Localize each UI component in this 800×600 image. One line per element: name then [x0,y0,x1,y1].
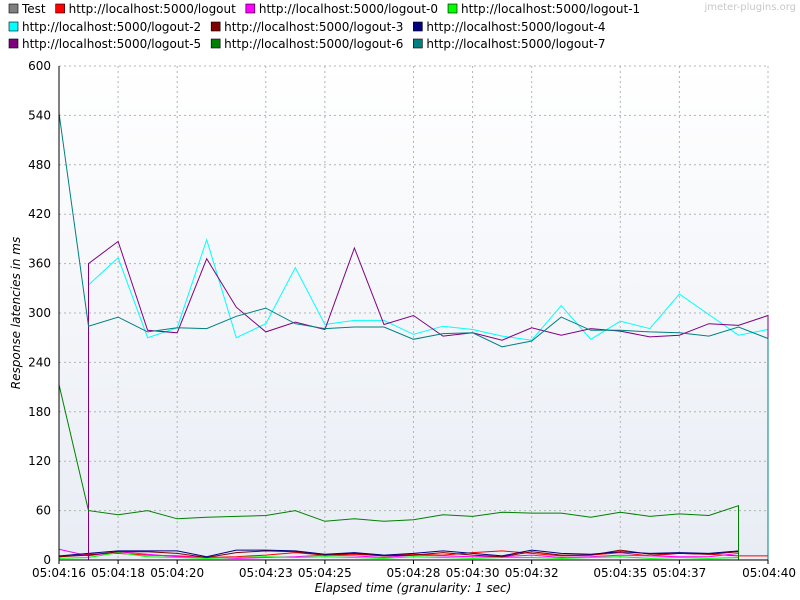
legend-swatch [413,21,423,32]
series-line-6 [58,549,739,560]
series-lines [58,112,769,560]
series-line-9 [58,112,769,560]
y-tick-label: 600 [28,59,51,73]
legend-label: http://localhost:5000/logout-4 [426,20,605,34]
axes: 0 60 120 180 240 300 360 420 480 540 600 05:04:16 05… [28,59,796,580]
legend-swatch [8,3,19,14]
x-tick-label: 05:04:25 [298,566,352,580]
x-tick-label: 05:04:23 [239,566,293,580]
legend-swatch [447,3,458,14]
legend-swatch [8,21,19,32]
x-tick-label: 05:04:20 [150,566,204,580]
y-axis-title: Response latencies in ms [9,237,23,389]
series-line-8 [58,384,739,560]
x-tick-label: 05:04:37 [652,566,706,580]
legend-label: Test [21,2,46,16]
y-tick-label: 240 [28,355,51,369]
legend-label: http://localhost:5000/logout [69,2,236,16]
legend-label: http://localhost:5000/logout-7 [426,37,605,51]
legend-swatch [55,3,65,14]
legend-label: http://localhost:5000/logout-0 [259,2,438,16]
x-tick-label: 05:04:40 [742,566,796,580]
y-tick-label: 0 [43,553,51,567]
x-tick-label: 05:04:30 [446,566,500,580]
legend-label: http://localhost:5000/logout-1 [461,2,640,16]
y-tick-label: 60 [36,504,51,518]
legend-swatch [413,38,423,49]
y-tick-label: 540 [28,108,51,122]
y-tick-label: 360 [28,257,51,271]
x-axis-title: Elapsed time (granularity: 1 sec) [315,581,512,595]
legend-label: http://localhost:5000/logout-2 [22,20,201,34]
x-tick-label: 05:04:28 [387,566,441,580]
x-tick-label: 05:04:32 [505,566,559,580]
watermark: jmeter-plugins.org [703,2,796,13]
y-tick-label: 300 [28,306,51,320]
legend-swatch [210,38,221,49]
legend: Test http://localhost:5000/logout http://l… [8,2,640,51]
y-tick-label: 420 [28,207,51,221]
legend-swatch [245,3,256,14]
legend-swatch [8,38,19,49]
legend-label: http://localhost:5000/logout-5 [22,37,201,51]
series-line-3 [58,552,739,560]
legend-label: http://localhost:5000/logout-3 [224,20,403,34]
series-line-2 [58,548,739,560]
legend-label: http://localhost:5000/logout-6 [224,37,403,51]
x-tick-label: 05:04:18 [91,566,145,580]
series-line-7 [88,240,769,560]
x-tick-label: 05:04:16 [32,566,86,580]
x-tick-label: 05:04:35 [593,566,647,580]
legend-swatch [210,21,221,32]
series-line-4 [88,238,769,560]
y-tick-label: 480 [28,158,51,172]
y-tick-label: 180 [28,405,51,419]
y-tick-label: 120 [28,454,51,468]
